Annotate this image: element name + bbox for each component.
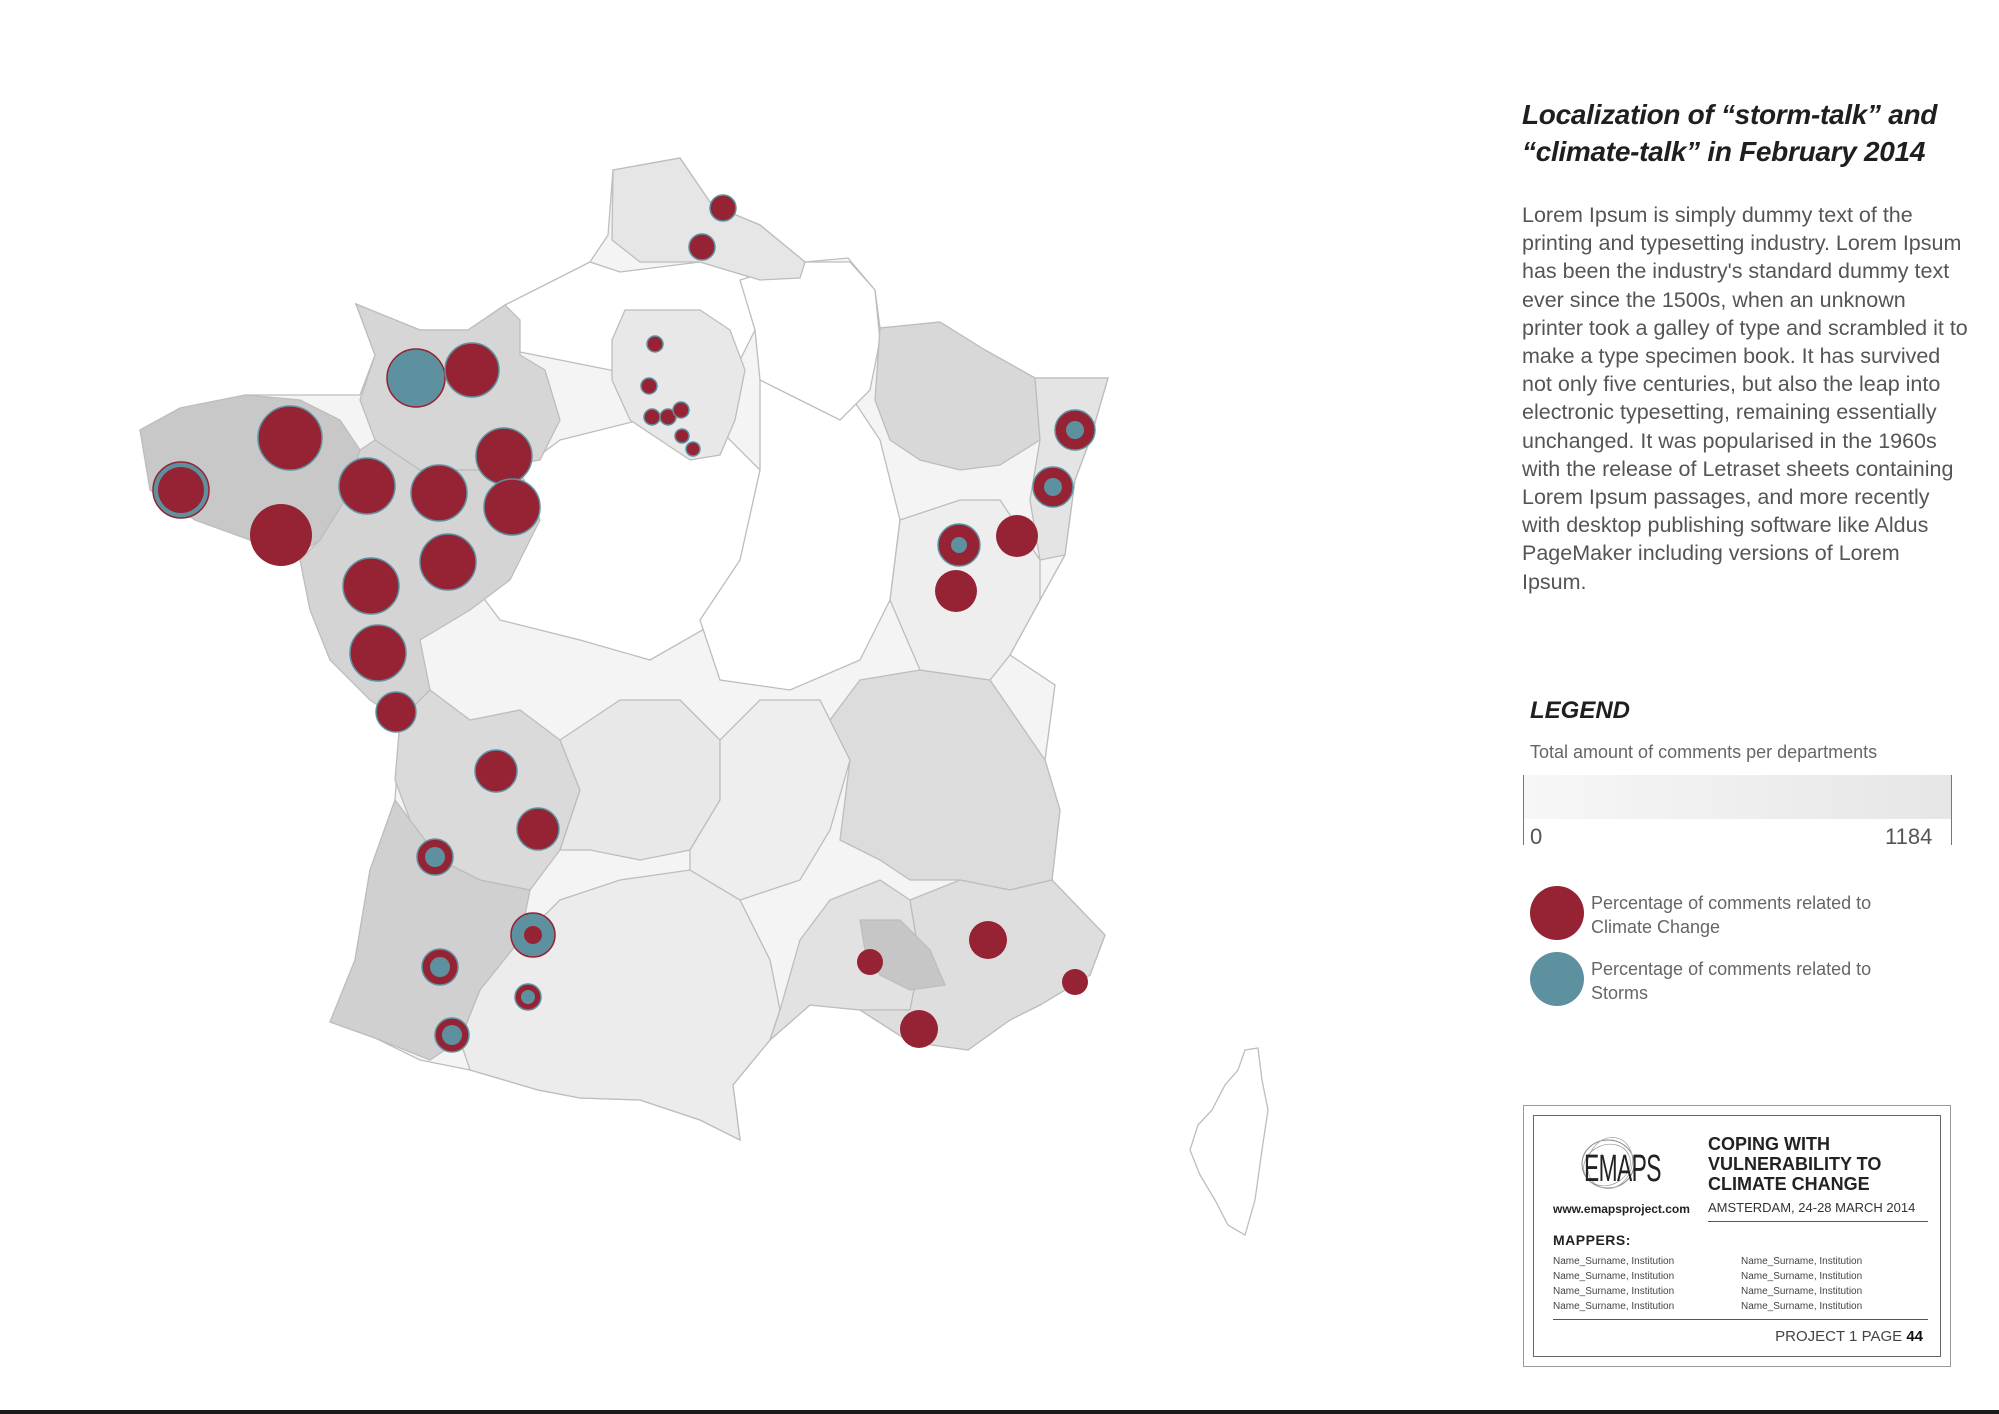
climate-bubble — [1062, 969, 1088, 995]
legend-item-storms: Percentage of comments related to Storms — [1530, 952, 1950, 1008]
climate-bubble — [250, 504, 312, 566]
climate-bubble — [857, 949, 883, 975]
project-location: AMSTERDAM, 24-28 MARCH 2014 — [1708, 1200, 1916, 1215]
climate-bubble — [488, 483, 536, 531]
climate-bubble — [647, 412, 657, 422]
legend-tick-max — [1951, 775, 1952, 845]
climate-bubble — [480, 432, 528, 480]
climate-bubble — [935, 570, 977, 612]
climate-bubble — [969, 921, 1007, 959]
storm-bubble — [1066, 421, 1084, 439]
climate-bubble — [520, 811, 556, 847]
project-title: COPING WITH VULNERABILITY TO CLIMATE CHA… — [1708, 1134, 1882, 1194]
region-alsace — [1029, 377, 1109, 561]
mapper-entry: Name_Surname, Institution — [1741, 1286, 1863, 1297]
climate-bubble — [158, 467, 204, 513]
mappers-heading: MAPPERS: — [1553, 1232, 1631, 1248]
mapper-entry: Name_Surname, Institution — [1741, 1301, 1863, 1312]
climate-bubble — [663, 412, 673, 422]
legend-scale-min: 0 — [1530, 824, 1543, 849]
storm-bubble — [521, 990, 535, 1004]
mapper-entry: Name_Surname, Institution — [1553, 1271, 1675, 1282]
storm-bubble — [425, 847, 445, 867]
emaps-logo-icon — [1581, 1137, 1635, 1189]
climate-bubble — [347, 562, 395, 610]
climate-bubble — [354, 629, 402, 677]
climate-swatch-icon — [1530, 886, 1584, 940]
climate-bubble — [261, 409, 319, 467]
storm-bubble — [386, 348, 446, 408]
legend-item-climate: Percentage of comments related to Climat… — [1530, 886, 1950, 942]
region-corsica — [1189, 1047, 1269, 1236]
region-limousin — [559, 699, 721, 861]
legend-item-storms-label: Percentage of comments related to Storms — [1591, 959, 1872, 1003]
map-description: Lorem Ipsum is simply dummy text of the … — [1522, 203, 1968, 594]
climate-bubble — [424, 538, 472, 586]
legend-tick-min — [1523, 775, 1524, 845]
credits-inner-frame: EMAPS www.emapsproject.com COPING WITH V… — [1533, 1115, 1941, 1357]
climate-bubble — [448, 346, 496, 394]
climate-bubble — [524, 926, 542, 944]
page-indicator: PROJECT 1 PAGE 44 — [1775, 1328, 1923, 1345]
climate-bubble — [478, 753, 514, 789]
mapper-entry: Name_Surname, Institution — [1553, 1256, 1675, 1267]
bubble-layer — [152, 194, 1096, 1053]
mapper-entry: Name_Surname, Institution — [1741, 1256, 1863, 1267]
climate-bubble — [677, 431, 687, 441]
storm-bubble — [430, 957, 450, 977]
climate-bubble — [996, 515, 1038, 557]
storm-bubble — [442, 1025, 462, 1045]
climate-bubble — [712, 197, 734, 219]
legend-title: LEGEND — [1530, 697, 1631, 724]
page-bottom-rule — [0, 1410, 1999, 1414]
mapper-entry: Name_Surname, Institution — [1553, 1301, 1675, 1312]
page-number: 44 — [1906, 1328, 1923, 1345]
region-champagne — [739, 261, 881, 421]
climate-bubble — [343, 462, 391, 510]
legend-subtitle: Total amount of comments per departments — [1530, 742, 1878, 762]
mapper-entry: Name_Surname, Institution — [1741, 1271, 1863, 1282]
climate-bubble — [900, 1010, 938, 1048]
mappers-list-left: Name_Surname, Institution Name_Surname, … — [1553, 1254, 1674, 1314]
climate-bubble — [676, 405, 686, 415]
storm-bubble — [1044, 478, 1062, 496]
region-burgundy — [699, 379, 901, 691]
region-paca — [857, 879, 1106, 1051]
climate-bubble — [644, 381, 654, 391]
climate-bubble — [379, 695, 413, 729]
legend-scale-max: 1184 — [1885, 824, 1933, 849]
climate-bubble — [688, 444, 698, 454]
legend-gradient-bar — [1523, 775, 1951, 819]
credits-rule-top — [1708, 1221, 1928, 1222]
page-prefix: PROJECT 1 PAGE — [1775, 1328, 1903, 1345]
region-nord — [611, 157, 806, 281]
map-title: Localization of “storm-talk” and “climat… — [1522, 99, 1938, 167]
project-url: www.emapsproject.com — [1553, 1202, 1690, 1216]
mapper-entry: Name_Surname, Institution — [1553, 1286, 1675, 1297]
climate-bubble — [415, 469, 463, 517]
region-lorraine — [874, 321, 1041, 471]
storm-bubble — [951, 537, 967, 553]
credits-rule-bottom — [1553, 1319, 1928, 1320]
climate-bubble — [691, 236, 713, 258]
storms-swatch-icon — [1530, 952, 1584, 1006]
climate-bubble — [650, 339, 660, 349]
emaps-logo-text: EMAPS — [1584, 1148, 1661, 1190]
legend-item-climate-label: Percentage of comments related to Climat… — [1591, 893, 1872, 937]
mappers-list-right: Name_Surname, Institution Name_Surname, … — [1741, 1254, 1862, 1314]
credits-box: EMAPS www.emapsproject.com COPING WITH V… — [1523, 1105, 1951, 1367]
